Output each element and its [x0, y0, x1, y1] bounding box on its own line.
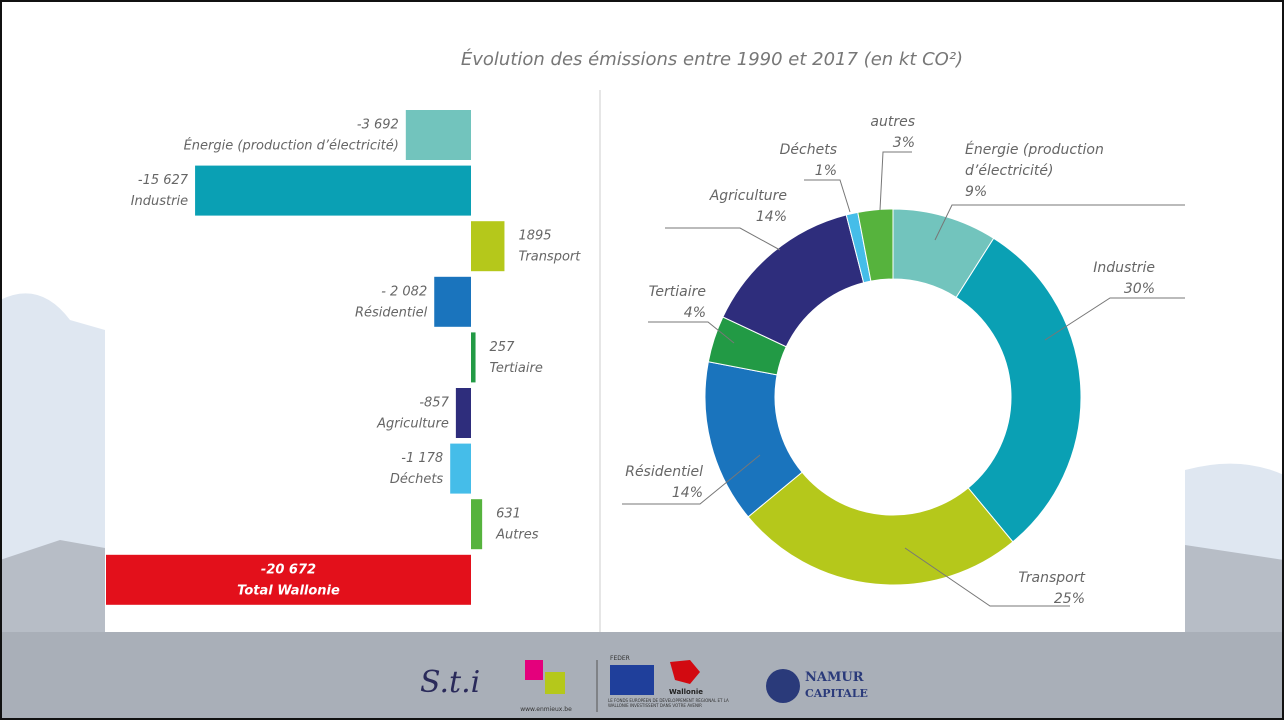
donut-value-label: 25% [855, 589, 1085, 610]
bar-value-label: -857 [419, 396, 449, 411]
logo-enmieux: www.enmieux.be [520, 706, 572, 713]
bar-category-label: Résidentiel [355, 305, 428, 320]
bar-value-label: 1895 [518, 229, 551, 244]
donut-category-label: Résidentiel [473, 462, 703, 483]
bar-category-label: Transport [518, 250, 581, 265]
donut-category-label: Énergie (production d’électricité) [965, 140, 1165, 182]
bar-category-label: Tertiaire [490, 361, 543, 376]
donut-category-label: Transport [855, 568, 1085, 589]
logo-eu-flag [610, 665, 654, 695]
donut-label: Énergie (production d’électricité)9% [965, 140, 1165, 203]
logo-capitale: CAPITALE [805, 687, 868, 700]
donut-value-label: 30% [925, 279, 1155, 300]
slide-canvas: Évolution des émissions entre 1990 et 20… [0, 0, 1284, 720]
bar [471, 332, 476, 382]
logo-shape [525, 660, 543, 680]
donut-category-label: Agriculture [557, 186, 787, 207]
logo-wallonie: Wallonie [669, 688, 703, 696]
logo-feder: FEDER [610, 655, 630, 662]
logo-feder-note-box: LE FONDS EUROPÉEN DE DÉVELOPPEMENT RÉGIO… [608, 698, 738, 718]
bar [195, 166, 471, 216]
bg-building-right [1185, 545, 1284, 632]
bar-category-label: Autres [495, 528, 539, 543]
leader-line [880, 152, 912, 210]
bar [456, 388, 471, 438]
donut-value-label: 3% [685, 133, 915, 154]
logo-namur: NAMUR [805, 670, 864, 685]
leader-line [665, 228, 780, 250]
logo-sti: S.t.i [420, 665, 480, 700]
leader-line [804, 180, 850, 212]
bar-category-label: Déchets [390, 472, 443, 487]
bar-value-label: -20 672 [261, 562, 316, 577]
donut-segment [723, 215, 864, 347]
bar [434, 277, 471, 327]
donut-value-label: 14% [473, 483, 703, 504]
donut-category-label: autres [685, 112, 915, 133]
logo-feder-note: LE FONDS EUROPÉEN DE DÉVELOPPEMENT RÉGIO… [608, 698, 738, 708]
logo-namur-icon [766, 669, 800, 703]
donut-value-label: 1% [607, 161, 837, 182]
frame [1, 1, 1283, 719]
donut-value-label: 4% [476, 303, 706, 324]
slide: Évolution des émissions entre 1990 et 20… [0, 0, 1284, 720]
bar [406, 110, 471, 160]
donut-category-label: Tertiaire [476, 282, 706, 303]
bar-value-label: -1 178 [401, 451, 443, 466]
bar-value-label: 257 [490, 340, 516, 355]
bar [471, 221, 504, 271]
donut-value-label: 9% [965, 182, 1165, 203]
logo-shape [545, 672, 565, 694]
bar-value-label: - 2 082 [381, 284, 427, 299]
donut-category-label: Industrie [925, 258, 1155, 279]
bar-category-label: Énergie (production d’électricité) [184, 138, 399, 154]
background [0, 1, 1284, 720]
bar [450, 444, 471, 494]
bar-category-label: Agriculture [376, 417, 449, 432]
bar-value-label: 631 [496, 507, 521, 522]
bar [471, 499, 482, 549]
bar-value-label: -15 627 [138, 173, 189, 188]
bar-category-label: Total Wallonie [237, 583, 340, 598]
bar-value-label: -3 692 [357, 118, 399, 133]
bar-category-label: Industrie [131, 194, 188, 209]
slide-title: Évolution des émissions entre 1990 et 20… [461, 48, 963, 70]
donut-value-label: 14% [557, 207, 787, 228]
